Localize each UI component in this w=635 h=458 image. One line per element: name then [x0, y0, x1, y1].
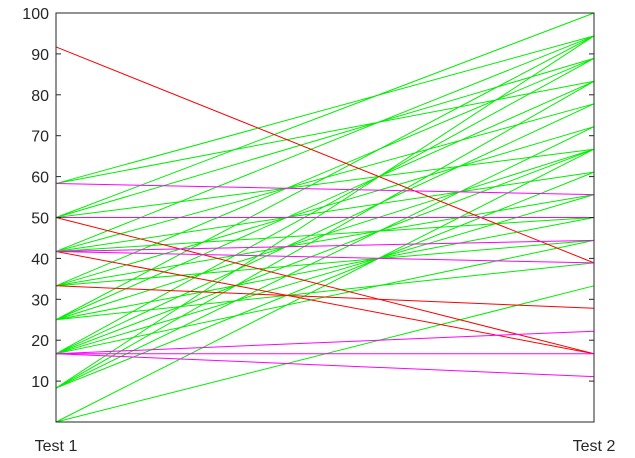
y-tick-label: 90 — [31, 47, 49, 64]
series-line-declined-1 — [55, 217, 595, 355]
series-line-declined-0 — [55, 46, 595, 264]
series-line-improved-12 — [55, 80, 595, 185]
y-tick-label: 80 — [31, 88, 49, 105]
series-line-improved-20 — [55, 57, 595, 287]
series-line-improved-13 — [55, 12, 595, 218]
series-line-improved-16 — [55, 35, 595, 252]
plot-frame — [55, 12, 595, 423]
series-line-similar-10 — [55, 353, 595, 378]
series-line-improved-15 — [55, 148, 595, 218]
y-tick-label: 50 — [31, 211, 49, 228]
series-line-improved-23 — [55, 239, 595, 287]
series-line-similar-7 — [55, 250, 595, 264]
series-line-improved-25 — [55, 80, 595, 321]
series-lines — [55, 12, 595, 423]
series-line-improved-34 — [55, 35, 595, 389]
series-line-improved-32 — [55, 194, 595, 355]
series-line-declined-2 — [55, 250, 595, 355]
y-axis-ticks: 10 20 30 40 50 60 70 80 90 100 — [22, 6, 594, 391]
series-line-improved-31 — [55, 148, 595, 355]
y-tick-label: 30 — [31, 292, 49, 309]
y-tick-label: 70 — [31, 129, 49, 146]
x-tick-label-test-2: Test 2 — [573, 438, 616, 455]
y-tick-label: 10 — [31, 374, 49, 391]
series-line-improved-37 — [55, 171, 595, 389]
series-line-improved-35 — [55, 80, 595, 389]
series-line-improved-29 — [55, 57, 595, 355]
y-tick-label: 40 — [31, 251, 49, 268]
y-tick-label: 100 — [22, 6, 49, 23]
series-line-improved-30 — [55, 103, 595, 355]
y-tick-label: 20 — [31, 333, 49, 350]
series-line-improved-28 — [55, 262, 595, 321]
series-line-similar-6 — [55, 239, 595, 252]
x-tick-label-test-1: Test 1 — [35, 438, 78, 455]
series-line-improved-22 — [55, 194, 595, 287]
series-line-improved-24 — [55, 35, 595, 321]
series-line-improved-14 — [55, 57, 595, 218]
y-tick-label: 60 — [31, 170, 49, 187]
series-line-declined-3 — [55, 285, 595, 309]
series-line-similar-8 — [55, 330, 595, 355]
series-line-improved-27 — [55, 217, 595, 321]
series-line-improved-11 — [55, 35, 595, 185]
series-line-similar-4 — [55, 183, 595, 196]
